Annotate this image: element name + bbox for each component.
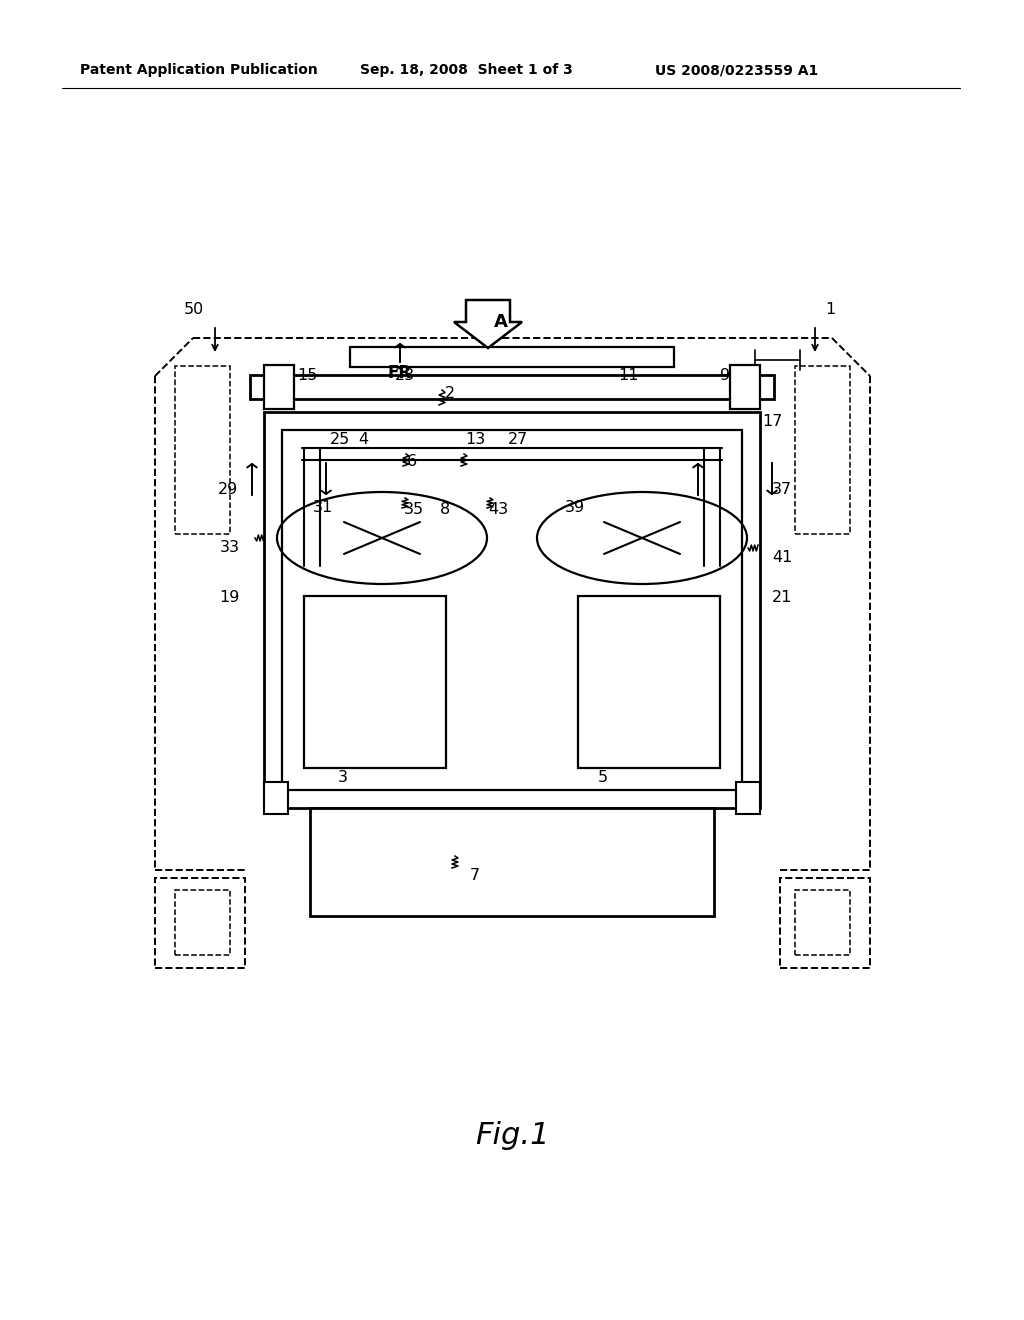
Text: Sep. 18, 2008  Sheet 1 of 3: Sep. 18, 2008 Sheet 1 of 3 [360,63,572,77]
Text: 37: 37 [772,483,793,498]
Text: US 2008/0223559 A1: US 2008/0223559 A1 [655,63,818,77]
Text: 4: 4 [358,433,368,447]
Bar [264,412,760,808]
Bar [282,430,742,789]
Bar [175,366,230,535]
Text: 41: 41 [772,550,793,565]
Bar [264,781,288,814]
Bar [250,375,774,399]
Text: 50: 50 [184,302,204,318]
Bar [795,890,850,954]
Text: 3: 3 [338,771,348,785]
Text: 39: 39 [565,500,585,516]
Text: 15: 15 [297,367,317,383]
Text: Patent Application Publication: Patent Application Publication [80,63,317,77]
Bar [780,878,870,968]
Text: 25: 25 [330,433,350,447]
Text: 11: 11 [618,367,639,383]
Text: 29: 29 [218,483,238,498]
Bar [736,781,760,814]
Text: 7: 7 [470,867,480,883]
Text: 13: 13 [465,433,485,447]
Text: 17: 17 [762,414,782,429]
Bar [310,808,714,916]
Text: FR: FR [388,364,412,381]
Bar [730,366,760,409]
Bar [155,878,245,968]
Text: 19: 19 [219,590,240,606]
Text: 21: 21 [772,590,793,606]
Text: 1: 1 [825,302,836,318]
Text: 2: 2 [445,385,455,400]
Bar [264,366,294,409]
Text: 6: 6 [407,454,417,470]
Bar [350,347,674,367]
Text: A: A [494,313,508,331]
Text: Fig.1: Fig.1 [475,1121,549,1150]
Text: 27: 27 [508,433,528,447]
Text: 33: 33 [220,540,240,556]
Bar [578,597,720,768]
Bar [175,890,230,954]
Text: 5: 5 [598,771,608,785]
Text: 35: 35 [404,503,424,517]
Bar [304,597,446,768]
Text: 23: 23 [395,367,415,383]
Text: 31: 31 [313,500,333,516]
Polygon shape [454,300,522,348]
Bar [795,366,850,535]
Text: 8: 8 [440,503,451,517]
Text: 9: 9 [720,367,730,383]
Text: 43: 43 [488,503,508,517]
